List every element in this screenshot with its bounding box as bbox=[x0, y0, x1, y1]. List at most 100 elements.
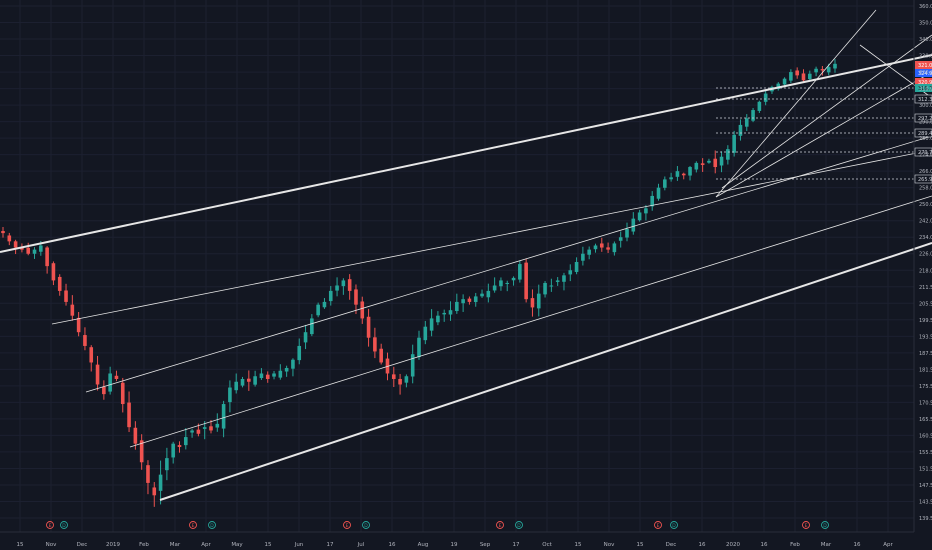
candle-body bbox=[95, 364, 100, 385]
dividend-marker-icon bbox=[670, 521, 678, 529]
candle-body bbox=[322, 301, 327, 308]
y-tick-label: 310.00 bbox=[919, 87, 932, 93]
candle-body bbox=[114, 375, 119, 379]
marker-letter: D bbox=[517, 523, 521, 529]
candle-body bbox=[530, 298, 535, 308]
y-tick-label: 147.50 bbox=[919, 483, 932, 489]
candle-body bbox=[455, 301, 459, 312]
x-tick-label: Apr bbox=[883, 542, 893, 548]
candle-body bbox=[429, 318, 434, 331]
candle-body bbox=[574, 262, 579, 272]
candle-body bbox=[76, 317, 81, 333]
candle-body bbox=[593, 245, 598, 250]
candle-body bbox=[536, 293, 541, 309]
candle-body bbox=[108, 373, 112, 392]
candle-body bbox=[209, 426, 213, 431]
candle-body bbox=[681, 173, 686, 176]
price-level-label: 279.73 bbox=[918, 150, 932, 156]
candle-body bbox=[335, 285, 339, 291]
price-level-tag bbox=[914, 94, 932, 104]
candle-body bbox=[738, 124, 743, 136]
candle-body bbox=[404, 376, 409, 383]
y-tick-label: 274.00 bbox=[919, 153, 932, 159]
candle-body bbox=[789, 72, 793, 81]
candle-body bbox=[234, 381, 239, 391]
price-level-tag bbox=[914, 128, 932, 138]
x-tick-label: 17 bbox=[327, 542, 334, 548]
candle-body bbox=[360, 301, 365, 319]
y-tick-label: 330.00 bbox=[919, 54, 932, 60]
candle-body bbox=[127, 402, 131, 428]
candle-body bbox=[562, 275, 566, 282]
dividend-marker-icon bbox=[515, 521, 523, 529]
y-tick-label: 160.50 bbox=[919, 433, 932, 439]
candle-body bbox=[328, 290, 333, 302]
x-axis[interactable]: 15 Nov Dec 2019 Feb Mar Apr May 15 Jun 17 Jul 16 Aug 1… bbox=[0, 531, 914, 548]
x-tick-label: 19 bbox=[451, 542, 458, 548]
candle-body bbox=[177, 445, 182, 447]
x-tick-label: Mar bbox=[170, 542, 181, 548]
candle-body bbox=[807, 73, 812, 80]
dotted-price-levels: 321.05 324.95 320.92316.71 312.32 297.24 289.… bbox=[716, 61, 932, 184]
x-tick-label: Sep bbox=[480, 542, 491, 548]
marker-letter: E bbox=[657, 523, 660, 529]
candle-body bbox=[70, 304, 75, 316]
candle-body bbox=[196, 429, 201, 434]
x-tick-label: 15 bbox=[637, 542, 644, 548]
price-level-label: 316.71 bbox=[918, 86, 932, 92]
candle-body bbox=[51, 263, 56, 281]
price-level-tag bbox=[914, 147, 932, 157]
candle-body bbox=[524, 262, 528, 300]
price-level-tag bbox=[915, 69, 932, 77]
y-tick-label: 193.50 bbox=[919, 334, 932, 340]
y-tick-label: 187.50 bbox=[919, 351, 932, 357]
candle-body bbox=[379, 348, 383, 363]
candle-body bbox=[228, 387, 232, 403]
candle-body bbox=[57, 276, 62, 291]
trend-line bbox=[715, 71, 932, 198]
candle-body bbox=[171, 443, 175, 458]
price-level-label: 324.95 bbox=[918, 71, 932, 77]
candle-body bbox=[555, 280, 560, 282]
candle-body bbox=[505, 282, 510, 284]
candle-body bbox=[146, 465, 150, 483]
candle-body bbox=[650, 195, 655, 207]
y-axis[interactable]: 360.00 350.00 340.00 330.00 320.00 310.00 300.… bbox=[913, 0, 932, 532]
price-level-label: 297.24 bbox=[918, 116, 932, 122]
earnings-marker-icon bbox=[46, 521, 54, 529]
earnings-marker-icon bbox=[189, 521, 197, 529]
candle-body bbox=[631, 218, 636, 232]
candle-body bbox=[663, 179, 667, 188]
y-tick-label: 143.50 bbox=[919, 499, 932, 505]
candle-body bbox=[247, 378, 251, 382]
candle-body bbox=[448, 310, 453, 315]
candle-body bbox=[618, 237, 623, 241]
y-tick-label: 290.00 bbox=[919, 120, 932, 126]
candle-body bbox=[473, 296, 478, 303]
x-tick-label: Dec bbox=[666, 542, 677, 548]
candle-body bbox=[120, 382, 125, 405]
y-tick-label: 155.50 bbox=[919, 450, 932, 456]
candle-body bbox=[499, 280, 503, 287]
candle-body bbox=[637, 212, 642, 221]
candle-body bbox=[669, 177, 673, 180]
candle-body bbox=[7, 235, 12, 242]
y-tick-label: 226.00 bbox=[919, 252, 932, 258]
marker-letter: D bbox=[364, 523, 368, 529]
candle-body bbox=[310, 318, 314, 335]
candle-body bbox=[26, 247, 31, 254]
candle-body bbox=[820, 69, 825, 71]
y-tick-label: 170.50 bbox=[919, 400, 932, 406]
price-level-label: 320.92 bbox=[918, 80, 932, 86]
candle-body bbox=[549, 285, 554, 287]
y-tick-label: 151.50 bbox=[919, 466, 932, 472]
y-tick-label: 250.00 bbox=[919, 202, 932, 208]
candle-body bbox=[543, 282, 547, 295]
y-tick-label: 258.00 bbox=[919, 186, 932, 192]
earnings-marker-icon bbox=[343, 521, 351, 529]
y-tick-label: 350.00 bbox=[919, 21, 932, 27]
candle-body bbox=[265, 374, 270, 379]
